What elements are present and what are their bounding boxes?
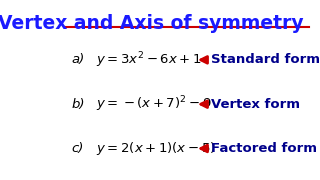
Text: b): b) [71,98,85,111]
Text: Vertex and Axis of symmetry: Vertex and Axis of symmetry [0,14,304,33]
Text: $y = -(x + 7)^2 - 9$: $y = -(x + 7)^2 - 9$ [96,94,212,114]
Text: a): a) [71,53,84,66]
Text: $y = 3x^2 - 6x + 1$: $y = 3x^2 - 6x + 1$ [96,50,201,70]
Text: Vertex form: Vertex form [211,98,300,111]
Text: Factored form: Factored form [211,142,317,155]
Text: $y = 2(x + 1)(x - 5)$: $y = 2(x + 1)(x - 5)$ [96,140,215,157]
Text: c): c) [71,142,84,155]
Text: Standard form: Standard form [211,53,320,66]
